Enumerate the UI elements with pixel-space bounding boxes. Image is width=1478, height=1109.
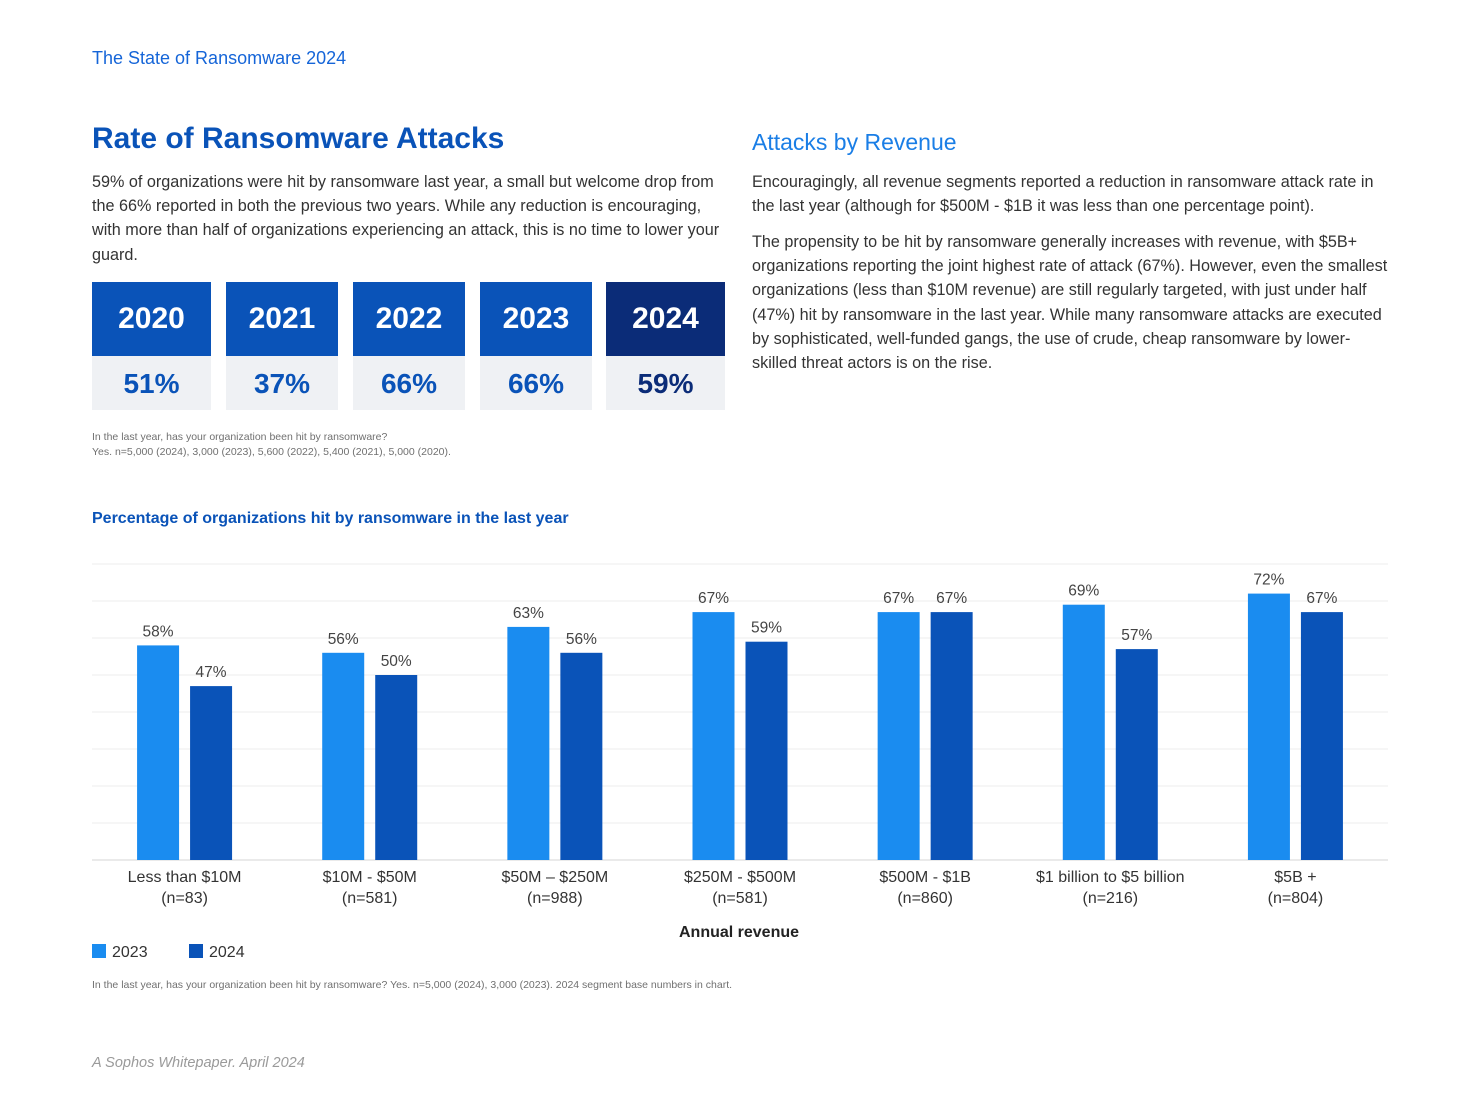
revenue-paragraph-2: The propensity to be hit by ransomware g… [752, 233, 1388, 373]
footer-text: A Sophos Whitepaper. April 2024 [92, 1055, 305, 1071]
year-label: 2022 [353, 282, 465, 356]
survey-note: In the last year, has your organization … [92, 430, 451, 460]
bar-2023-4 [877, 612, 920, 860]
year-stat-2024: 2024 59% [606, 282, 725, 410]
bar-2024-4 [930, 612, 973, 860]
bar-2023-1 [322, 652, 365, 860]
category-label: $1 billion to $5 billion [1036, 869, 1185, 886]
bar-2023-2 [507, 626, 550, 860]
year-value: 37% [226, 356, 338, 410]
year-stat-2020: 2020 51% [92, 282, 211, 410]
legend-swatch-2023 [92, 944, 106, 958]
survey-note-line1: In the last year, has your organization … [92, 431, 388, 443]
bar-2023-0 [137, 645, 180, 860]
x-axis-title: Annual revenue [679, 924, 799, 941]
bar-2023-5 [1062, 604, 1105, 860]
year-value: 51% [92, 356, 211, 410]
legend-label: 2024 [209, 944, 245, 961]
intro-paragraph: 59% of organizations were hit by ransomw… [92, 173, 720, 264]
chart-title: Percentage of organizations hit by ranso… [92, 510, 569, 527]
category-label: $500M - $1B [879, 869, 971, 886]
category-label: $10M - $50M [323, 869, 417, 886]
data-label: 67% [936, 590, 967, 607]
category-label: (n=216) [1082, 890, 1138, 907]
category-label: (n=860) [897, 890, 953, 907]
section-title-rate: Rate of Ransomware Attacks [92, 122, 505, 155]
data-label: 47% [196, 664, 227, 681]
data-label: 58% [143, 623, 174, 640]
bar-2023-3 [692, 612, 735, 860]
bar-2024-2 [560, 652, 603, 860]
data-label: 69% [1068, 583, 1099, 600]
data-label: 59% [751, 620, 782, 637]
year-stat-2022: 2022 66% [353, 282, 465, 410]
data-label: 67% [698, 590, 729, 607]
year-label: 2021 [226, 282, 338, 356]
year-label: 2023 [480, 282, 592, 356]
bar-2024-5 [1115, 649, 1158, 860]
data-label: 67% [1306, 590, 1337, 607]
year-label: 2024 [606, 282, 725, 356]
data-label: 63% [513, 605, 544, 622]
category-label: (n=581) [712, 890, 768, 907]
category-label: $5B + [1274, 869, 1316, 886]
bar-2024-0 [190, 686, 233, 860]
category-label: (n=988) [527, 890, 583, 907]
year-value: 66% [353, 356, 465, 410]
year-value: 59% [606, 356, 725, 410]
data-label: 50% [381, 653, 412, 670]
bar-2023-6 [1247, 593, 1290, 860]
data-label: 67% [883, 590, 914, 607]
category-label: Less than $10M [128, 869, 242, 886]
legend-swatch-2024 [189, 944, 203, 958]
category-label: (n=804) [1268, 890, 1324, 907]
category-label: (n=581) [342, 890, 398, 907]
data-label: 56% [328, 631, 359, 648]
data-label: 56% [566, 631, 597, 648]
bar-chart: 58% 47% Less than $10M (n=83) 56% 50% $10M - $… [92, 563, 1388, 941]
chart-note: In the last year, has your organization … [92, 979, 733, 991]
data-label: 72% [1253, 572, 1284, 589]
category-label: (n=83) [161, 890, 208, 907]
legend-item-2023: 2023 [92, 944, 148, 962]
bar-2024-6 [1300, 612, 1343, 860]
legend-label: 2023 [112, 944, 148, 961]
year-value: 66% [480, 356, 592, 410]
year-label: 2020 [92, 282, 211, 356]
revenue-paragraph-1: Encouragingly, all revenue segments repo… [752, 173, 1374, 216]
year-stat-2021: 2021 37% [226, 282, 338, 410]
year-stat-2023: 2023 66% [480, 282, 592, 410]
data-label: 57% [1121, 627, 1152, 644]
category-label: $250M - $500M [684, 869, 796, 886]
running-title: The State of Ransomware 2024 [92, 48, 347, 68]
bar-2024-1 [375, 675, 418, 860]
survey-note-line2: Yes. n=5,000 (2024), 3,000 (2023), 5,600… [92, 446, 451, 458]
legend-item-2024: 2024 [189, 944, 245, 962]
category-label: $50M – $250M [501, 869, 608, 886]
bar-2024-3 [745, 641, 788, 860]
section-title-revenue: Attacks by Revenue [752, 129, 957, 155]
